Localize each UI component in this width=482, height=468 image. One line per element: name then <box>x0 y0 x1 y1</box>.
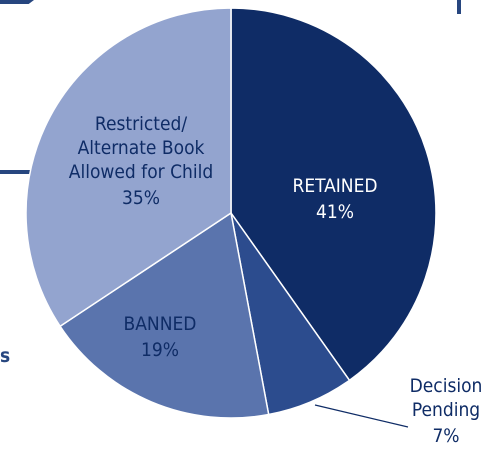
value-label: 7% <box>432 425 459 447</box>
leader-line <box>314 404 409 428</box>
value-label: 35% <box>122 187 160 209</box>
pie-slice <box>25 7 232 328</box>
slice-label: RETAINED <box>292 175 377 197</box>
frame-fragment <box>0 0 34 4</box>
pie <box>25 7 437 419</box>
pie-slice <box>230 7 437 382</box>
side-text: s <box>0 345 10 367</box>
value-label: 19% <box>141 339 179 361</box>
pie-slice <box>59 211 270 419</box>
slice-label: Restricted/Alternate Book Allowed for Chi… <box>69 113 213 183</box>
slice-label: BANNED <box>124 313 197 335</box>
value-label: 41% <box>316 201 354 223</box>
slice-label: Decision Pending <box>410 375 482 421</box>
